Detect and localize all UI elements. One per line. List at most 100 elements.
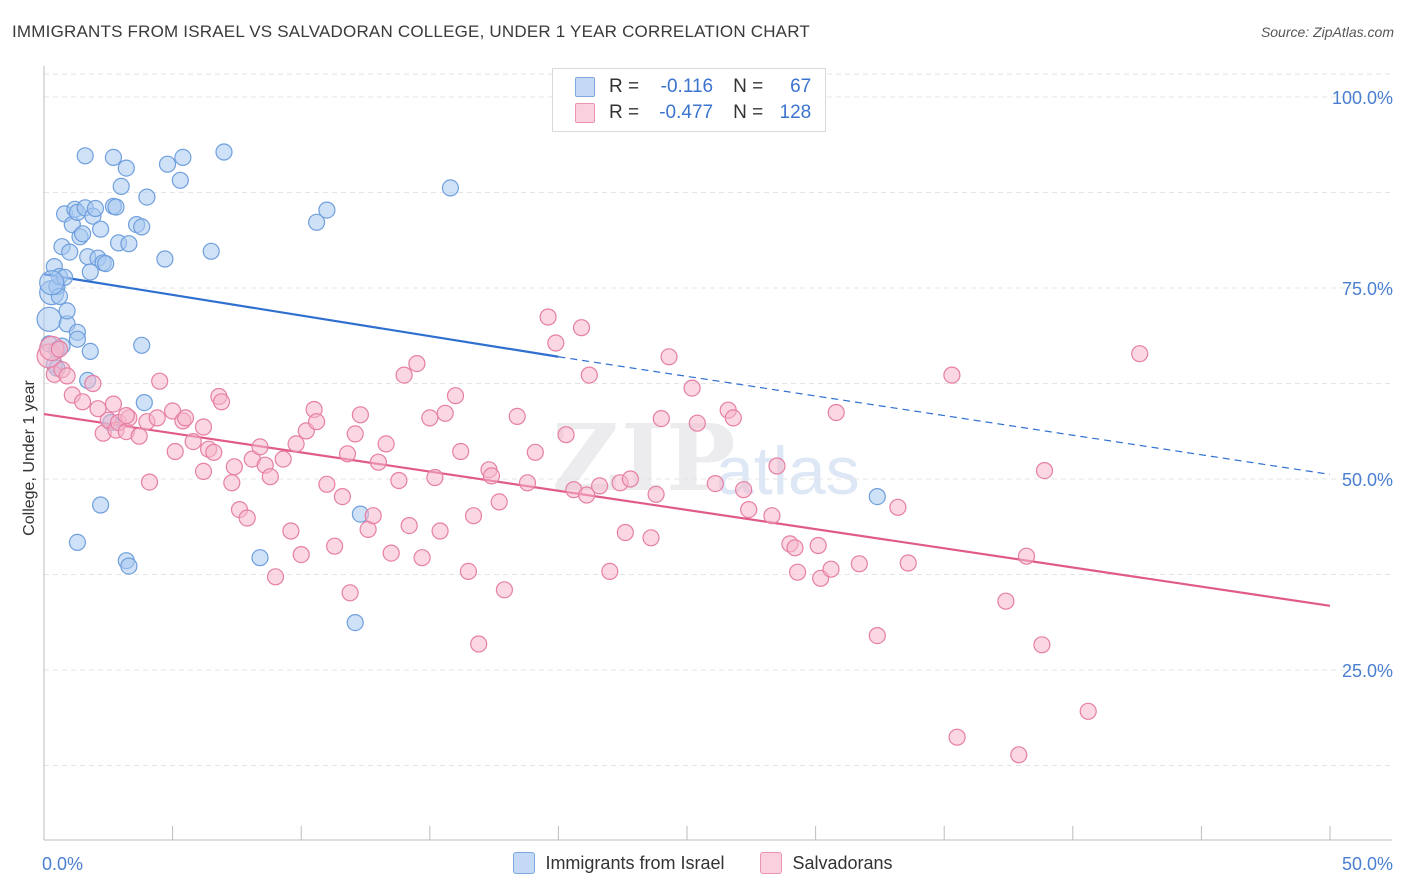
point-israel xyxy=(156,250,174,268)
point-salvadoran xyxy=(351,406,369,424)
legend-r-value: -0.477 xyxy=(659,102,714,123)
point-salvadoran xyxy=(261,468,279,486)
point-israel xyxy=(441,179,459,197)
point-salvadoran xyxy=(346,425,364,443)
series-legend-salvadoran[interactable]: Salvadorans xyxy=(760,852,893,874)
x-tick-label: 0.0% xyxy=(42,854,83,874)
y-axis-title: College, Under 1 year xyxy=(21,380,38,536)
point-israel xyxy=(104,148,123,166)
point-israel xyxy=(138,188,156,206)
point-israel xyxy=(346,613,364,632)
point-salvadoran xyxy=(282,522,300,540)
point-israel xyxy=(73,225,92,243)
point-salvadoran xyxy=(452,442,470,461)
point-salvadoran xyxy=(590,477,609,495)
point-salvadoran xyxy=(508,407,526,425)
point-salvadoran xyxy=(580,366,598,384)
point-salvadoran xyxy=(184,433,202,451)
point-salvadoran xyxy=(547,334,565,352)
point-salvadoran xyxy=(421,409,439,427)
series-name-israel: Immigrants from Israel xyxy=(545,852,725,873)
series-legend: Immigrants from Israel Salvadorans xyxy=(0,852,1406,874)
point-israel xyxy=(68,330,87,348)
trend-line-israel xyxy=(43,273,559,358)
point-israel xyxy=(81,342,99,360)
point-israel xyxy=(174,148,192,166)
data-points xyxy=(36,143,1149,764)
point-salvadoran xyxy=(578,486,596,504)
point-salvadoran xyxy=(292,545,310,564)
point-salvadoran xyxy=(763,507,781,525)
point-salvadoran xyxy=(740,501,758,519)
point-salvadoran xyxy=(470,635,488,653)
point-israel xyxy=(81,263,99,281)
point-salvadoran xyxy=(308,413,326,431)
legend-n-label: N = xyxy=(733,76,764,97)
point-salvadoran xyxy=(539,308,557,326)
series-legend-israel[interactable]: Immigrants from Israel xyxy=(513,852,724,874)
point-salvadoran xyxy=(459,562,477,581)
point-salvadoran xyxy=(572,319,591,337)
point-salvadoran xyxy=(1017,547,1036,565)
point-salvadoran xyxy=(1035,462,1054,480)
point-salvadoran xyxy=(724,409,742,427)
point-salvadoran xyxy=(84,374,102,393)
point-salvadoran xyxy=(1033,636,1051,654)
point-salvadoran xyxy=(943,366,961,384)
point-salvadoran xyxy=(408,355,426,373)
point-salvadoran xyxy=(768,457,786,475)
point-israel xyxy=(133,336,151,354)
point-salvadoran xyxy=(390,471,408,490)
point-salvadoran xyxy=(50,340,69,358)
legend-n-label: N = xyxy=(733,102,764,123)
point-salvadoran xyxy=(431,522,449,540)
point-salvadoran xyxy=(148,409,166,427)
legend-r-value: -0.116 xyxy=(660,76,714,97)
point-israel xyxy=(117,159,135,177)
point-salvadoran xyxy=(225,458,243,476)
point-salvadoran xyxy=(338,445,357,463)
point-salvadoran xyxy=(621,470,640,488)
point-salvadoran xyxy=(369,453,387,471)
point-salvadoran xyxy=(1010,746,1028,764)
point-salvadoran xyxy=(526,443,544,461)
point-salvadoran xyxy=(194,462,213,480)
legend-n-value: 128 xyxy=(779,102,812,123)
point-salvadoran xyxy=(436,404,454,422)
point-israel xyxy=(251,549,269,567)
point-salvadoran xyxy=(557,426,575,444)
point-salvadoran xyxy=(822,560,840,578)
stats-legend-row-salvadoran: R = -0.477 N = 128 xyxy=(575,101,811,125)
point-salvadoran xyxy=(274,450,292,468)
point-salvadoran xyxy=(868,626,886,645)
point-salvadoran xyxy=(318,475,336,493)
point-salvadoran xyxy=(1079,702,1097,720)
point-israel xyxy=(318,201,336,219)
point-salvadoran xyxy=(223,474,241,492)
point-salvadoran xyxy=(683,379,701,397)
point-salvadoran xyxy=(194,418,213,436)
point-salvadoran xyxy=(130,427,148,445)
y-tick-label: 25.0% xyxy=(1342,661,1393,681)
point-salvadoran xyxy=(647,485,665,503)
point-salvadoran xyxy=(104,395,123,413)
point-salvadoran xyxy=(997,592,1015,610)
legend-swatch-salvadoran xyxy=(575,103,595,123)
point-israel xyxy=(120,235,138,253)
point-salvadoran xyxy=(166,442,184,461)
point-salvadoran xyxy=(490,493,508,511)
legend-swatch-israel xyxy=(575,77,595,97)
point-salvadoran xyxy=(151,372,169,390)
point-israel xyxy=(91,496,110,514)
point-israel xyxy=(308,213,326,231)
point-israel xyxy=(215,143,233,161)
point-israel xyxy=(61,243,79,261)
y-tick-label: 50.0% xyxy=(1342,470,1393,490)
point-israel xyxy=(112,177,130,195)
point-salvadoran xyxy=(446,387,465,405)
point-salvadoran xyxy=(809,536,827,555)
y-tick-label: 100.0% xyxy=(1332,88,1393,108)
point-salvadoran xyxy=(333,488,351,506)
point-salvadoran xyxy=(786,539,804,557)
